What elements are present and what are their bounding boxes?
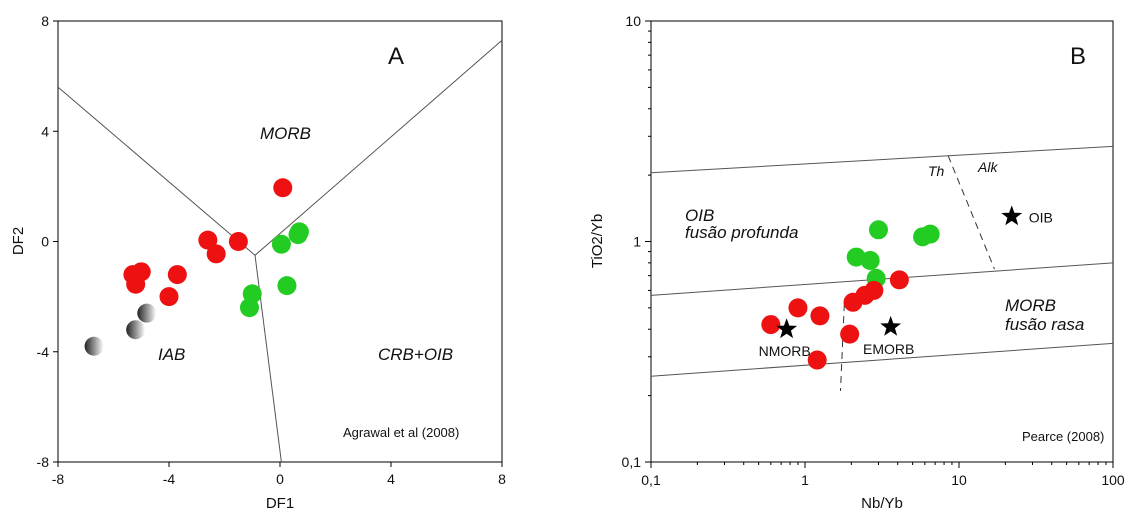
y-tick-label-a: -4 — [37, 344, 50, 360]
reference-label-oib: OIB — [1029, 209, 1053, 225]
data-point-red-a — [126, 274, 146, 294]
field-morb-shallow: fusão rasa — [1005, 315, 1084, 334]
y-tick-label-a: 8 — [41, 13, 49, 29]
data-point-red-b — [889, 270, 909, 290]
field-oib-depth: fusão profunda — [685, 223, 798, 242]
panel-a-label: A — [388, 43, 404, 70]
y-tick-label-b: 10 — [625, 13, 641, 29]
panel-a: A MORB IAB CRB+OIB Agrawal et al (2008) … — [10, 13, 506, 512]
data-point-gray-a — [137, 303, 157, 323]
x-tick-label-a: 0 — [276, 471, 284, 487]
data-point-green-a — [288, 225, 308, 245]
x-tick-label-b: 100 — [1101, 472, 1125, 488]
data-point-green-b — [860, 251, 880, 271]
source-b: Pearce (2008) — [1022, 429, 1104, 444]
y-axis-label-b: TiO2/Yb — [589, 214, 606, 268]
data-point-green-a — [271, 234, 291, 254]
reference-star-oib — [1001, 205, 1023, 226]
data-point-red-b — [840, 324, 860, 344]
x-tick-label-a: -8 — [52, 471, 65, 487]
field-iab: IAB — [158, 345, 185, 364]
y-tick-label-a: 4 — [41, 123, 49, 139]
data-point-red-b — [807, 350, 827, 370]
source-a: Agrawal et al (2008) — [343, 425, 459, 440]
data-point-red-a — [159, 287, 179, 307]
reference-star-emorb — [880, 315, 902, 336]
data-point-red-a — [273, 178, 293, 198]
data-point-red-b — [788, 298, 808, 318]
x-axis-label-a: DF1 — [266, 495, 294, 512]
data-point-red-a — [228, 232, 248, 251]
x-tick-label-a: 4 — [387, 471, 395, 487]
data-point-red-b — [843, 292, 863, 312]
panel-b-label: B — [1070, 43, 1086, 70]
y-axis-label-a: DF2 — [10, 227, 27, 255]
x-axis-label-b: Nb/Yb — [861, 495, 903, 512]
data-point-red-a — [198, 230, 218, 250]
y-tick-label-b: 0,1 — [622, 454, 642, 470]
dashed-boundary-b-0 — [839, 304, 845, 391]
reference-label-emorb: EMORB — [863, 341, 914, 357]
y-tick-label-a: -8 — [37, 454, 50, 470]
data-point-red-a — [167, 265, 187, 285]
y-tick-label-b: 1 — [633, 234, 641, 250]
data-point-red-b — [761, 315, 781, 335]
x-tick-label-b: 1 — [801, 472, 809, 488]
boundary-line-b-2 — [650, 342, 1114, 377]
data-point-green-b — [868, 220, 888, 240]
field-oib: OIB — [685, 206, 714, 225]
boundary-line-a-1 — [254, 255, 282, 463]
data-point-green-a — [239, 298, 259, 318]
data-point-green-b — [920, 224, 940, 244]
panel-b: NMORB EMORB OIB B Th Alk OIB fusão profund… — [589, 13, 1125, 512]
data-point-gray-a — [126, 320, 146, 340]
dashed-boundary-b-1 — [947, 155, 995, 270]
data-point-red-a — [206, 244, 226, 264]
data-point-gray-a — [84, 336, 104, 356]
data-point-red-b — [810, 306, 830, 326]
x-tick-label-a: -4 — [163, 471, 176, 487]
x-tick-label-a: 8 — [498, 471, 506, 487]
y-tick-label-a: 0 — [41, 234, 49, 250]
x-tick-label-b: 10 — [951, 472, 967, 488]
field-alk: Alk — [977, 159, 998, 175]
field-crb-oib: CRB+OIB — [378, 345, 453, 364]
field-morb-b: MORB — [1005, 296, 1056, 315]
boundary-line-b-0 — [650, 145, 1114, 174]
field-morb-a: MORB — [260, 124, 311, 143]
x-tick-label-b: 0,1 — [641, 472, 661, 488]
data-point-green-a — [277, 276, 297, 296]
boundary-line-a-0 — [57, 39, 503, 256]
field-th: Th — [928, 163, 945, 179]
reference-label-nmorb: NMORB — [759, 343, 811, 359]
reference-star-nmorb — [776, 318, 798, 339]
